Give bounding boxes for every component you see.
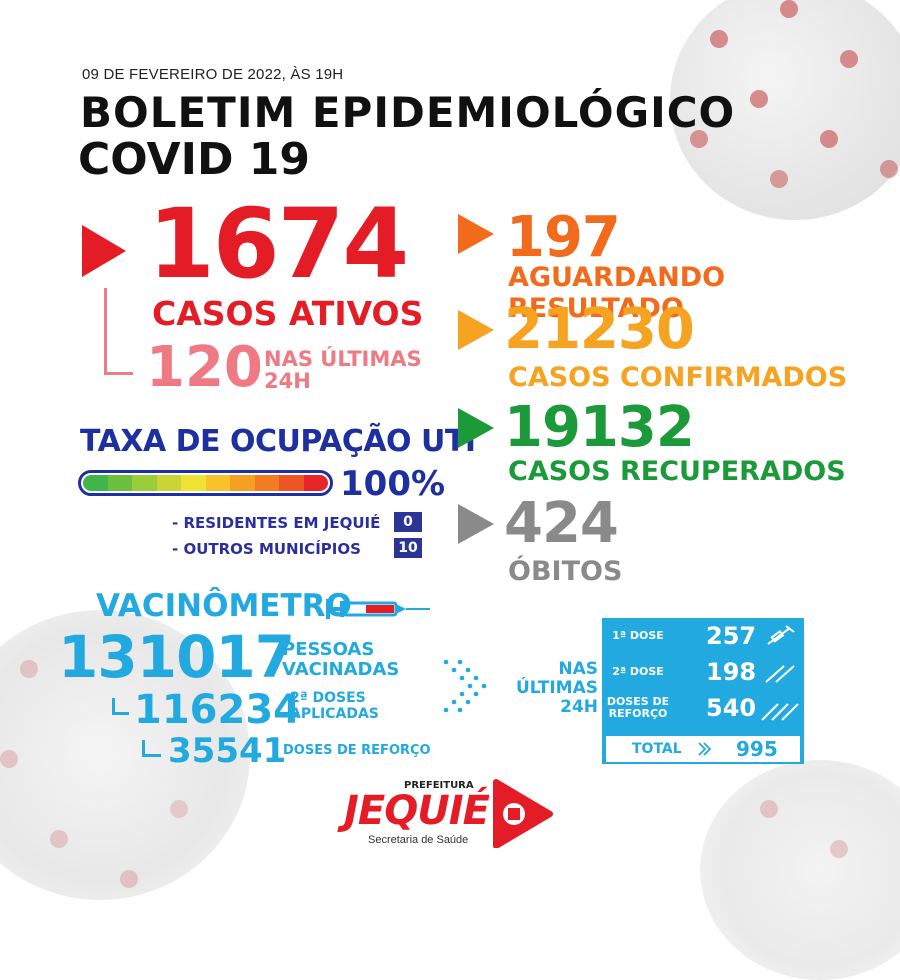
logo-play-shape [493, 779, 553, 848]
icu-bar-segment [279, 475, 304, 491]
active-last24-label-line1: NAS ÚLTIMAS [264, 347, 422, 371]
icu-bar-segment [107, 475, 132, 491]
active-last24-value: 120 [146, 335, 263, 400]
logo-prefeitura-text: PREFEITURA [404, 780, 474, 791]
icu-residents-value: 0 [394, 512, 422, 532]
syringe-small-icon [767, 625, 795, 645]
vaccinated-total-label-line1: PESSOAS [282, 639, 375, 660]
report-date: 09 DE FEVEREIRO DE 2022, ÀS 19H [82, 66, 344, 83]
first-dose-label: 1ª DOSE [612, 629, 664, 643]
icu-bar-segment [205, 475, 230, 491]
total-label: TOTAL [632, 741, 682, 757]
icu-bar-segment [156, 475, 181, 491]
icu-bar-segment [303, 475, 328, 491]
last24-label-line1: NAS [558, 659, 598, 679]
last24-label-line2: ÚLTIMAS [515, 678, 598, 699]
play-arrow-gray-icon [458, 504, 494, 544]
three-syringes-icon [761, 703, 799, 721]
syringe-icon [326, 599, 430, 619]
second-dose-value: 116234 [134, 687, 301, 733]
first-dose-value: 257 [706, 622, 757, 650]
icu-other-label: - OUTROS MUNICÍPIOS [172, 540, 361, 558]
second-dose-label: 2ª DOSES APLICADAS [290, 690, 379, 722]
awaiting-value: 197 [506, 205, 621, 270]
confirmed-label: CASOS CONFIRMADOS [508, 362, 848, 393]
table-row: 2ª DOSE 198 [602, 656, 804, 688]
total-value: 995 [736, 737, 778, 761]
bracket-line-vac-1 [112, 698, 129, 715]
page-title: BOLETIM EPIDEMIOLÓGICO [80, 88, 736, 137]
booster-value: 35541 [168, 731, 287, 771]
awaiting-label: AGUARDANDO RESULTADO [508, 262, 726, 324]
second-dose-value-24h: 198 [706, 658, 757, 686]
booster-label: DOSES DE REFORÇO [283, 743, 431, 758]
table-row: DOSES DE REFORÇO 540 [602, 692, 804, 724]
booster-value-24h: 540 [706, 694, 757, 722]
confirmed-value: 21230 [504, 297, 695, 362]
two-syringes-icon [765, 665, 795, 683]
icu-residents-label: - RESIDENTES EM JEQUIÉ [172, 514, 381, 532]
bracket-line-vac-2 [142, 740, 161, 757]
icu-other-value: 10 [394, 538, 422, 558]
table-total-row: TOTAL 995 [606, 736, 800, 762]
last24-doses-table: 1ª DOSE 257 2ª DOSE 198 DOSES DE REFORÇO… [602, 618, 804, 764]
vaccinometer-title: VACINÔMETRO [96, 588, 352, 624]
bracket-line [104, 288, 133, 375]
recovered-value: 19132 [504, 395, 695, 460]
play-arrow-green-icon [458, 408, 494, 448]
second-dose-label-line1: 2ª DOSES [290, 690, 366, 706]
logo-jequie-text: JEQUIÉ [344, 788, 490, 834]
active-cases-value: 1674 [148, 188, 409, 300]
virus-decoration-bottom-left [0, 600, 270, 920]
icu-bar-segment [132, 475, 157, 491]
second-dose-label-24h: 2ª DOSE [612, 665, 664, 679]
second-dose-label-line2: APLICADAS [290, 706, 379, 723]
table-row: 1ª DOSE 257 [602, 620, 804, 652]
active-last24-label: NAS ÚLTIMAS 24H [264, 348, 422, 392]
vaccinated-total-label-line2: VACINADAS [282, 658, 400, 680]
icu-occupancy-bar [78, 470, 333, 496]
icu-bar-segment [230, 475, 255, 491]
deaths-label: ÓBITOS [508, 556, 623, 587]
active-cases-label: CASOS ATIVOS [152, 294, 424, 333]
recovered-label: CASOS RECUPERADOS [508, 456, 846, 487]
icu-occupancy-title: TAXA DE OCUPAÇÃO UTI [80, 424, 476, 459]
play-arrow-orange-icon [458, 214, 494, 254]
deaths-value: 424 [504, 491, 619, 556]
icu-bar-segment [181, 475, 206, 491]
icu-bar-segment [254, 475, 279, 491]
booster-label-24h: DOSES DE REFORÇO [606, 695, 670, 720]
play-arrow-red-icon [82, 225, 126, 277]
last24-label-line3: 24H [560, 697, 598, 718]
logo-secretaria-text: Secretaria de Saúde [368, 834, 469, 846]
chevron-right-icon [698, 742, 712, 756]
page-subtitle: COVID 19 [78, 134, 311, 185]
active-last24-label-line2: 24H [264, 369, 311, 394]
prefeitura-jequie-logo: PREFEITURA JEQUIÉ Secretaria de Saúde [340, 778, 560, 858]
virus-decoration-top-right [650, 0, 900, 240]
vaccinated-total-value: 131017 [58, 623, 295, 691]
virus-decoration-bottom-right [700, 760, 900, 980]
play-arrow-yellow-icon [458, 310, 494, 350]
vaccinated-total-label: PESSOAS VACINADAS [282, 640, 399, 680]
chevron-right-dotted-icon [443, 659, 487, 713]
icu-occupancy-percent: 100% [340, 464, 446, 504]
last24-label: NAS ÚLTIMAS 24H [510, 659, 598, 718]
icu-bar-segment [83, 475, 108, 491]
